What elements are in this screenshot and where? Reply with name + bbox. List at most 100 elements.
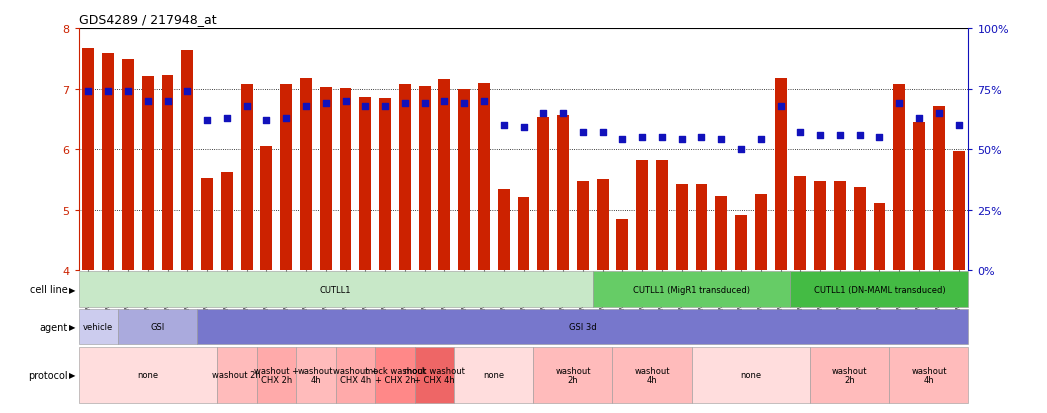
Bar — [692, 347, 810, 403]
Point — [891, 100, 908, 107]
Bar — [122, 60, 134, 271]
Bar — [537, 118, 550, 271]
Point — [575, 130, 592, 136]
Point — [851, 132, 868, 139]
Point — [614, 137, 630, 143]
Text: washout
2h: washout 2h — [832, 366, 868, 385]
Point — [297, 103, 314, 109]
Bar — [617, 219, 628, 271]
Bar — [715, 197, 728, 271]
Point — [871, 134, 888, 141]
Point — [277, 115, 294, 122]
Point — [733, 147, 750, 153]
Point — [753, 137, 770, 143]
Bar — [695, 184, 708, 271]
Point — [377, 103, 394, 109]
Bar — [953, 152, 964, 271]
Bar — [795, 177, 806, 271]
Text: CUTLL1 (MigR1 transduced): CUTLL1 (MigR1 transduced) — [633, 285, 750, 294]
Bar — [517, 197, 530, 271]
Bar — [79, 272, 593, 307]
Bar — [612, 347, 692, 403]
Point — [693, 134, 710, 141]
Bar — [257, 347, 296, 403]
Point — [535, 110, 552, 117]
Text: washout
4h: washout 4h — [298, 366, 334, 385]
Point — [219, 115, 236, 122]
Point — [951, 122, 967, 129]
Bar — [933, 106, 944, 271]
Point — [119, 88, 136, 95]
Text: washout
2h: washout 2h — [555, 366, 591, 385]
Bar — [181, 51, 194, 271]
Bar — [161, 76, 174, 271]
Text: CUTLL1 (DN-MAML transduced): CUTLL1 (DN-MAML transduced) — [814, 285, 945, 294]
Bar — [118, 309, 197, 344]
Point — [713, 137, 730, 143]
Point — [337, 98, 354, 105]
Bar — [415, 347, 454, 403]
Bar — [913, 123, 925, 271]
Text: vehicle: vehicle — [83, 322, 113, 331]
Text: washout +
CHX 4h: washout + CHX 4h — [333, 366, 378, 385]
Point — [773, 103, 789, 109]
Point — [811, 132, 828, 139]
Bar — [419, 86, 430, 271]
Bar — [375, 347, 415, 403]
Point — [239, 103, 255, 109]
Bar — [597, 180, 608, 271]
Point — [555, 110, 572, 117]
Text: CUTLL1: CUTLL1 — [320, 285, 352, 294]
Bar — [300, 78, 312, 271]
Bar — [873, 204, 886, 271]
Text: mock washout
+ CHX 4h: mock washout + CHX 4h — [404, 366, 465, 385]
Text: washout
4h: washout 4h — [634, 366, 670, 385]
Bar — [454, 347, 533, 403]
Point — [397, 100, 414, 107]
Bar — [775, 78, 786, 271]
Point — [495, 122, 512, 129]
Point — [179, 88, 196, 95]
Bar — [201, 178, 213, 271]
Point — [792, 130, 808, 136]
Bar — [217, 347, 257, 403]
Point — [159, 98, 176, 105]
Text: ▶: ▶ — [69, 370, 75, 380]
Bar — [675, 184, 688, 271]
Point — [911, 115, 928, 122]
Bar — [83, 49, 94, 271]
Bar — [359, 98, 372, 271]
Point — [673, 137, 690, 143]
Text: agent: agent — [40, 322, 68, 332]
Text: cell line: cell line — [30, 285, 68, 294]
Point — [199, 117, 216, 124]
Text: mock washout
+ CHX 2h: mock washout + CHX 2h — [364, 366, 425, 385]
Bar — [281, 85, 292, 271]
Text: none: none — [137, 370, 158, 380]
Point — [475, 98, 492, 105]
Point — [80, 88, 96, 95]
Bar — [339, 89, 352, 271]
Bar — [439, 80, 450, 271]
Text: ▶: ▶ — [69, 322, 75, 331]
Bar — [656, 161, 668, 271]
Text: GDS4289 / 217948_at: GDS4289 / 217948_at — [79, 13, 216, 26]
Point — [258, 117, 274, 124]
Text: washout +
CHX 2h: washout + CHX 2h — [253, 366, 298, 385]
Point — [357, 103, 374, 109]
Bar — [379, 98, 391, 271]
Point — [455, 100, 472, 107]
Point — [831, 132, 848, 139]
Text: GSI: GSI — [151, 322, 164, 331]
Bar — [103, 54, 114, 271]
Text: none: none — [740, 370, 761, 380]
Bar — [853, 187, 866, 271]
Point — [931, 110, 948, 117]
Bar — [399, 85, 410, 271]
Point — [139, 98, 156, 105]
Bar — [296, 347, 336, 403]
Point — [417, 100, 433, 107]
Bar — [815, 182, 826, 271]
Bar — [637, 161, 648, 271]
Point — [653, 134, 670, 141]
